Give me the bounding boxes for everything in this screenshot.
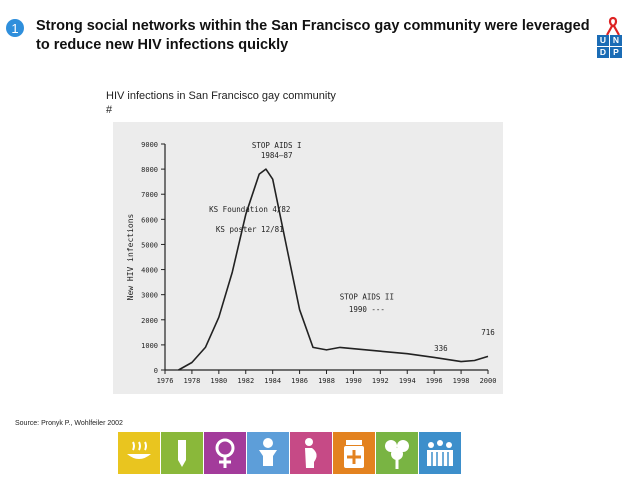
y-axis-label: New HIV infections [126, 213, 135, 300]
x-tick-label: 2000 [480, 377, 497, 385]
chart-annotation: KS Foundation 4/82 [209, 205, 290, 214]
y-tick-label: 1000 [141, 342, 158, 350]
x-tick-label: 1984 [264, 377, 281, 385]
y-tick-label: 7000 [141, 191, 158, 199]
chart-frame: 0 1000 2000 3000 4000 5000 6000 7000 8000 9000 197… [113, 122, 503, 394]
x-tick-label: 1978 [183, 377, 200, 385]
y-tick-label: 2000 [141, 317, 158, 325]
x-tick-label: 1980 [210, 377, 227, 385]
chart-annotation: STOP AIDS I [252, 141, 302, 150]
y-tick-label: 6000 [141, 216, 158, 224]
x-tick-label: 1976 [157, 377, 174, 385]
chart-caption-title: HIV infections in San Francisco gay comm… [106, 90, 336, 102]
x-tick-label: 1996 [426, 377, 443, 385]
x-tick-label: 1988 [318, 377, 335, 385]
tree-icon [376, 432, 418, 474]
undp-letter-u: U [597, 35, 609, 46]
chart-annotation: KS poster 12/81 [216, 225, 284, 234]
x-tick-label: 1990 [345, 377, 362, 385]
undp-letter-n: N [610, 35, 622, 46]
pregnant-woman-icon [290, 432, 332, 474]
red-ribbon-icon [606, 16, 620, 36]
food-bowl-icon [118, 432, 160, 474]
x-tick-label: 1982 [237, 377, 254, 385]
medicine-bottle-icon [333, 432, 375, 474]
y-tick-label: 0 [154, 367, 158, 375]
slide-number-badge: 1 [6, 19, 24, 37]
hiv-infections-chart: 0 1000 2000 3000 4000 5000 6000 7000 8000 9000 197… [126, 141, 497, 385]
pencil-icon [161, 432, 203, 474]
x-tick-label: 1994 [399, 377, 416, 385]
x-tick-label: 1998 [453, 377, 470, 385]
chart-annotation: 336 [434, 344, 448, 353]
x-tick-label: 1986 [291, 377, 308, 385]
chart-caption: HIV infections in San Francisco gay comm… [106, 89, 336, 117]
mdg-icon-strip [118, 432, 462, 474]
chart-annotation: 1990 --- [349, 305, 385, 314]
slide-title: Strong social networks within the San Fr… [36, 18, 590, 53]
chart-annotation: STOP AIDS II [340, 293, 394, 302]
undp-logo: U N D P [597, 35, 622, 58]
child-figure-icon [247, 432, 289, 474]
y-tick-label: 5000 [141, 241, 158, 249]
y-tick-label: 4000 [141, 267, 158, 275]
series-line [178, 168, 489, 371]
undp-letter-p: P [610, 47, 622, 58]
female-symbol-icon [204, 432, 246, 474]
x-tick-label: 1992 [372, 377, 389, 385]
y-tick-label: 3000 [141, 292, 158, 300]
chart-caption-unit: # [106, 104, 113, 116]
source-note: Source: Pronyk P., Wohlfeiler 2002 [15, 420, 123, 427]
y-tick-label: 8000 [141, 166, 158, 174]
chart-annotation: 1984–87 [261, 151, 293, 160]
people-group-icon [419, 432, 461, 474]
y-tick-label: 9000 [141, 141, 158, 149]
undp-letter-d: D [597, 47, 609, 58]
chart-annotation: 716 [481, 328, 495, 337]
